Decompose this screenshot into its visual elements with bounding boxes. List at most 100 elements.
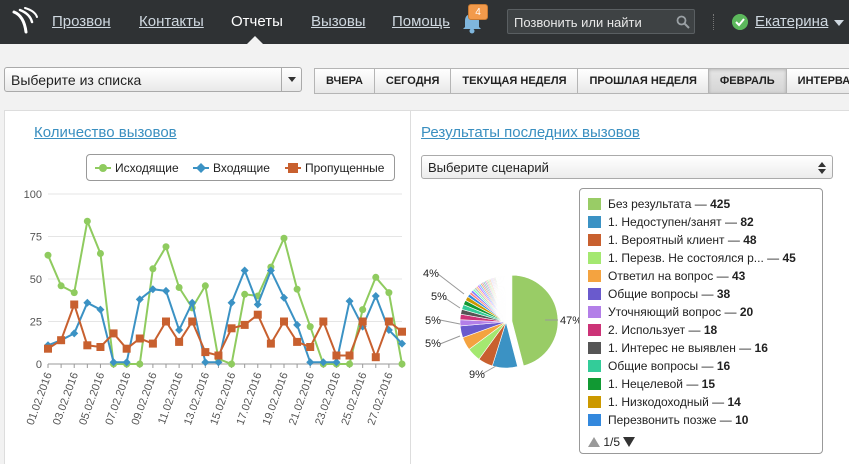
pie-slice[interactable] <box>511 274 559 367</box>
data-point[interactable] <box>109 358 118 367</box>
data-point[interactable] <box>398 339 406 348</box>
data-point[interactable] <box>253 310 262 319</box>
period-tab-today[interactable]: СЕГОДНЯ <box>373 68 451 94</box>
list-select[interactable]: Выберите из списка <box>4 67 302 92</box>
legend-missed[interactable]: Пропущенные <box>305 161 385 175</box>
data-point[interactable] <box>227 324 236 333</box>
data-point[interactable] <box>122 344 131 353</box>
data-point[interactable] <box>96 343 105 351</box>
data-point[interactable] <box>228 360 236 368</box>
updown-arrows-icon[interactable] <box>818 161 826 175</box>
data-point[interactable] <box>240 320 249 329</box>
data-point[interactable] <box>398 360 406 368</box>
nav-item-help[interactable]: Помощь <box>392 13 450 30</box>
scenario-select[interactable]: Выберите сценарий <box>421 155 833 179</box>
data-point[interactable] <box>109 329 118 338</box>
data-point[interactable] <box>136 360 144 368</box>
data-point[interactable] <box>346 360 354 368</box>
search-icon[interactable] <box>676 15 690 29</box>
calls-chart-title[interactable]: Количество вызовов <box>34 124 177 141</box>
data-point[interactable] <box>201 348 210 357</box>
data-point[interactable] <box>227 298 236 307</box>
data-point[interactable] <box>83 217 91 225</box>
data-point[interactable] <box>266 266 275 275</box>
data-point[interactable] <box>359 306 367 314</box>
data-point[interactable] <box>70 289 78 297</box>
data-point[interactable] <box>83 298 92 307</box>
data-point[interactable] <box>266 339 275 348</box>
data-point[interactable] <box>201 282 209 290</box>
period-tab-current-week[interactable]: ТЕКУЩАЯ НЕДЕЛЯ <box>450 68 578 94</box>
data-point[interactable] <box>332 351 341 360</box>
data-point[interactable] <box>358 317 367 326</box>
period-tab-interval[interactable]: ИНТЕРВАЛ <box>785 68 849 94</box>
data-point[interactable] <box>293 320 302 329</box>
data-point[interactable] <box>188 298 197 307</box>
data-point[interactable] <box>319 317 328 326</box>
data-point[interactable] <box>293 337 302 346</box>
data-point[interactable] <box>306 343 315 351</box>
data-point[interactable] <box>149 265 157 273</box>
nav-item-calls[interactable]: Вызовы <box>311 13 366 30</box>
nav-item-contacts[interactable]: Контакты <box>139 13 204 30</box>
data-point[interactable] <box>332 358 341 367</box>
data-point[interactable] <box>214 351 223 360</box>
data-point[interactable] <box>384 317 393 326</box>
search-input[interactable] <box>514 13 674 31</box>
data-point[interactable] <box>44 344 52 353</box>
data-point[interactable] <box>135 295 144 304</box>
data-point[interactable] <box>385 289 393 297</box>
data-point[interactable] <box>306 323 314 331</box>
data-point[interactable] <box>44 251 52 259</box>
data-point[interactable] <box>70 300 79 309</box>
data-point[interactable] <box>241 290 249 298</box>
data-point[interactable] <box>175 337 184 346</box>
data-point[interactable] <box>148 285 157 294</box>
data-point[interactable] <box>293 285 301 293</box>
data-point[interactable] <box>371 292 380 300</box>
data-point[interactable] <box>122 358 131 367</box>
data-point[interactable] <box>345 351 354 360</box>
pager-down-icon[interactable] <box>623 437 636 447</box>
data-point[interactable] <box>345 297 354 306</box>
data-point[interactable] <box>372 273 380 281</box>
data-point[interactable] <box>398 327 406 336</box>
data-point[interactable] <box>57 282 65 290</box>
data-point[interactable] <box>135 334 144 343</box>
data-point[interactable] <box>214 358 223 367</box>
data-point[interactable] <box>280 317 288 326</box>
data-point[interactable] <box>57 336 66 345</box>
data-point[interactable] <box>162 286 170 295</box>
data-point[interactable] <box>96 305 105 314</box>
logo-icon[interactable] <box>8 6 40 38</box>
period-tab-yesterday[interactable]: ВЧЕРА <box>314 68 374 94</box>
caret-down-icon[interactable] <box>834 20 844 26</box>
chevron-down-icon[interactable] <box>281 68 301 91</box>
data-point[interactable] <box>175 284 183 291</box>
legend-outgoing[interactable]: Исходящие <box>115 161 179 175</box>
data-point[interactable] <box>371 353 380 362</box>
user-menu-name[interactable]: Екатерина <box>755 13 829 30</box>
data-point[interactable] <box>96 250 104 257</box>
data-point[interactable] <box>162 317 170 326</box>
pager-up-icon[interactable] <box>588 437 600 447</box>
data-point[interactable] <box>188 317 197 326</box>
data-point[interactable] <box>240 266 249 275</box>
results-title[interactable]: Результаты последних вызовов <box>421 124 640 141</box>
legend-incoming[interactable]: Входящие <box>213 161 270 175</box>
nav-item-reports[interactable]: Отчеты <box>231 13 283 30</box>
data-point[interactable] <box>280 293 288 302</box>
nav-item-dial[interactable]: Прозвон <box>52 13 111 30</box>
data-point[interactable] <box>175 326 184 334</box>
data-point[interactable] <box>148 339 157 348</box>
data-point[interactable] <box>306 358 315 367</box>
data-point[interactable] <box>253 300 262 309</box>
data-point[interactable] <box>201 358 210 367</box>
period-tab-last-week[interactable]: ПРОШЛАЯ НЕДЕЛЯ <box>577 68 708 94</box>
data-point[interactable] <box>70 329 79 338</box>
period-tab-february[interactable]: ФЕВРАЛЬ <box>707 68 786 94</box>
notification-badge[interactable]: 4 <box>468 4 488 20</box>
data-point[interactable] <box>280 234 288 242</box>
data-point[interactable] <box>83 341 92 350</box>
data-point[interactable] <box>319 358 328 367</box>
